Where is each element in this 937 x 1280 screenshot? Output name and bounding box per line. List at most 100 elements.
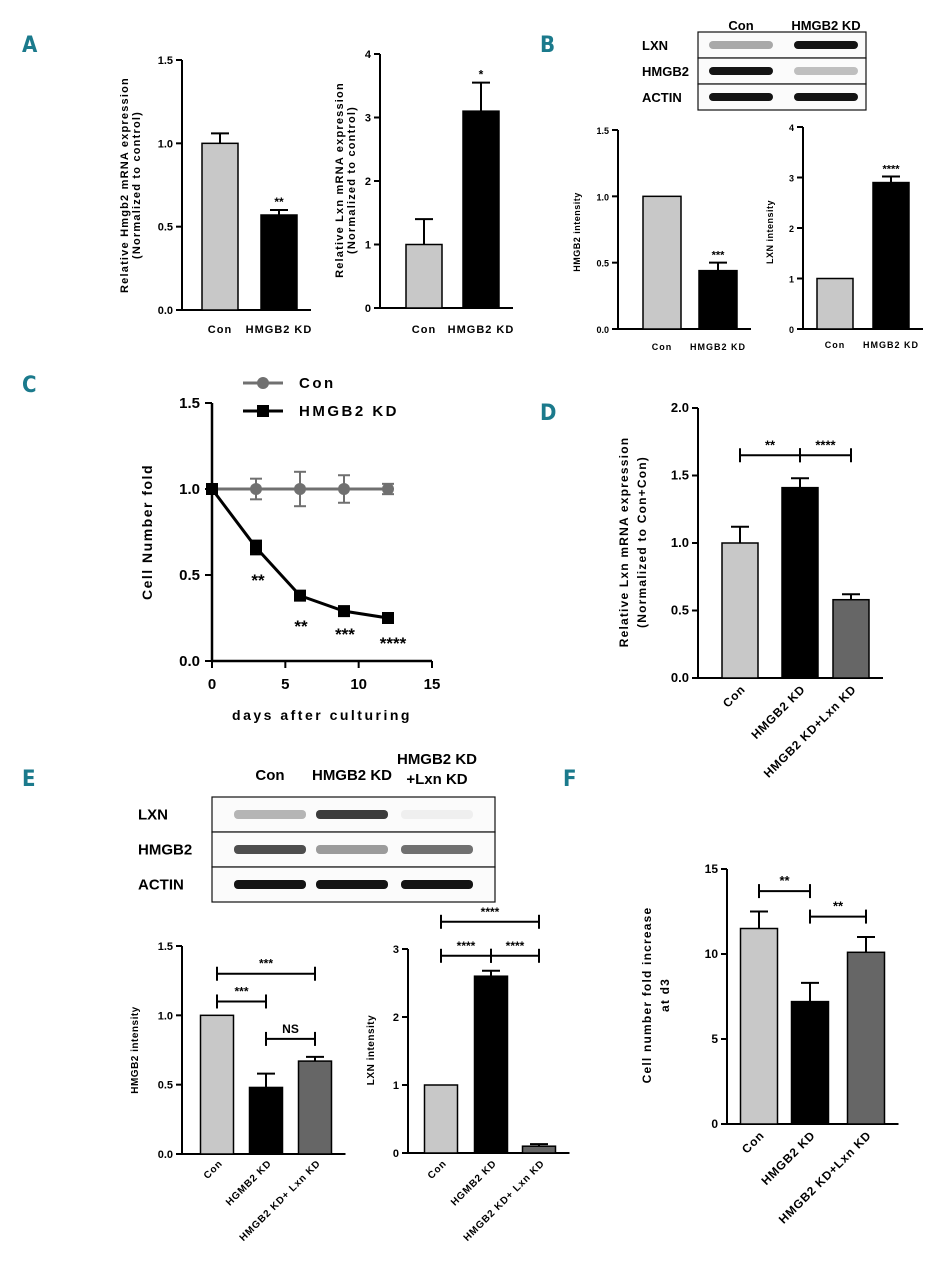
- blot-band: [316, 810, 388, 819]
- blot-band: [401, 845, 473, 854]
- significance-label: *: [479, 68, 484, 82]
- bracket-label: ****: [481, 905, 500, 919]
- data-point: [294, 483, 306, 495]
- blot-band: [794, 41, 858, 49]
- bar: [521, 1145, 557, 1154]
- category-label: Con: [202, 1158, 225, 1181]
- y-tick-label: 10: [705, 947, 719, 961]
- y-tick-label: 1.5: [596, 126, 609, 136]
- bar: [642, 195, 682, 330]
- lane-label: HMGB2 KD: [791, 18, 860, 33]
- bar: [739, 927, 779, 1125]
- significance-label: ****: [882, 163, 900, 175]
- category-label: HGMB2 KD: [224, 1158, 274, 1208]
- y-tick-label: 1: [393, 1080, 399, 1092]
- blot-band: [709, 67, 773, 75]
- panel-label-e: E: [22, 767, 36, 792]
- blot-band: [234, 845, 306, 854]
- western-blot-e: Con HMGB2 KD HMGB2 KD +Lxn KD LXN HMGB2 ACTIN: [138, 751, 496, 903]
- category-label: HMGB2 KD: [690, 342, 746, 352]
- y-axis-label: at d3: [658, 978, 672, 1012]
- category-label: HMGB2 KD+ Lxn KD: [238, 1158, 323, 1243]
- data-point: [382, 612, 394, 624]
- y-tick-label: 1.5: [158, 941, 173, 953]
- data-point: [250, 541, 262, 554]
- category-label: HMGB2 KD+Lxn KD: [776, 1128, 874, 1226]
- western-blot-b: Con HMGB2 KD LXN HMGB2 ACTIN: [642, 18, 867, 111]
- bracket-label: **: [833, 899, 844, 914]
- data-point: [382, 483, 394, 495]
- significance-label: **: [274, 195, 284, 209]
- bracket-label: ***: [234, 984, 248, 998]
- lane-label: Con: [255, 767, 284, 784]
- bar: [832, 598, 870, 679]
- panel-label-b: B: [540, 33, 555, 58]
- chart-b2: 0 1 2 3 4 LXN intensity Con **** HMGB2 KD: [765, 123, 923, 350]
- category-label: HMGB2 KD: [448, 324, 515, 336]
- y-tick-label: 0.5: [596, 259, 609, 269]
- bar: [201, 142, 239, 311]
- y-tick-label: 0.5: [179, 567, 200, 584]
- legend-label: HMGB2 KD: [299, 403, 399, 420]
- bar: [405, 243, 443, 309]
- category-label: HMGB2 KD: [863, 340, 919, 350]
- category-label: Con: [426, 1158, 449, 1181]
- blot-row-label: HMGB2: [642, 64, 689, 79]
- x-tick-label: 5: [281, 676, 289, 693]
- y-axis-label: LXN intensity: [366, 1015, 377, 1085]
- y-tick-label: 1: [365, 240, 371, 252]
- y-tick-label: 0.5: [158, 1080, 173, 1092]
- lane-label: HMGB2 KD: [312, 767, 392, 784]
- blot-band: [709, 93, 773, 101]
- blot-band: [794, 93, 858, 101]
- blot-row-label: ACTIN: [642, 90, 682, 105]
- bar: [721, 542, 759, 679]
- category-label: Con: [208, 324, 232, 336]
- y-axis-label: HMGB2 intensity: [572, 192, 582, 272]
- significance-label: ***: [335, 625, 355, 644]
- significance-label: **: [294, 617, 308, 636]
- blot-band: [234, 880, 306, 889]
- y-tick-label: 5: [711, 1032, 718, 1046]
- category-label: HMGB2 KD+ Lxn KD: [462, 1158, 547, 1243]
- chart-c: 0.0 0.5 1.0 1.5 0 5 10 15 days after culturing Ce…: [139, 375, 440, 723]
- y-axis-label: Relative Hmgb2 mRNA expression: [119, 77, 131, 293]
- significance-label: ****: [380, 634, 407, 653]
- y-tick-label: 3: [365, 113, 371, 125]
- blot-band: [316, 845, 388, 854]
- x-tick-label: 15: [424, 676, 441, 693]
- y-tick-label: 1: [789, 275, 794, 285]
- y-tick-label: 1.0: [158, 138, 173, 150]
- y-tick-label: 0: [393, 1148, 399, 1160]
- blot-band: [401, 810, 473, 819]
- y-axis-label: Relative Lxn mRNA expression: [334, 82, 346, 278]
- x-tick-label: 10: [350, 676, 367, 693]
- y-axis-label: HMGB2 intensity: [130, 1006, 141, 1094]
- lane-label-line: HMGB2 KD: [397, 751, 477, 768]
- blot-row-label: LXN: [138, 807, 168, 824]
- y-tick-label: 0.0: [596, 325, 609, 335]
- category-label: HMGB2 KD: [758, 1128, 818, 1188]
- y-tick-label: 0: [789, 325, 794, 335]
- category-label: Con: [825, 340, 846, 350]
- y-tick-label: 1.5: [179, 395, 200, 412]
- category-label: Con: [412, 324, 436, 336]
- panel-label-c: C: [22, 373, 37, 398]
- chart-a2: 0 1 2 3 4 Relative Lxn mRNA expression (Normal…: [334, 49, 515, 336]
- y-tick-label: 4: [789, 123, 794, 133]
- lane-label-line: +Lxn KD: [406, 771, 467, 788]
- y-tick-label: 2.0: [671, 400, 689, 415]
- bar: [462, 110, 500, 309]
- data-point: [294, 589, 306, 602]
- panel-label-a: A: [22, 33, 38, 58]
- bracket-label: **: [779, 873, 790, 888]
- bar: [846, 951, 886, 1125]
- y-tick-label: 15: [705, 862, 719, 876]
- bar: [260, 214, 298, 311]
- y-axis-label: Cell Number fold: [139, 464, 155, 600]
- data-point: [338, 605, 350, 618]
